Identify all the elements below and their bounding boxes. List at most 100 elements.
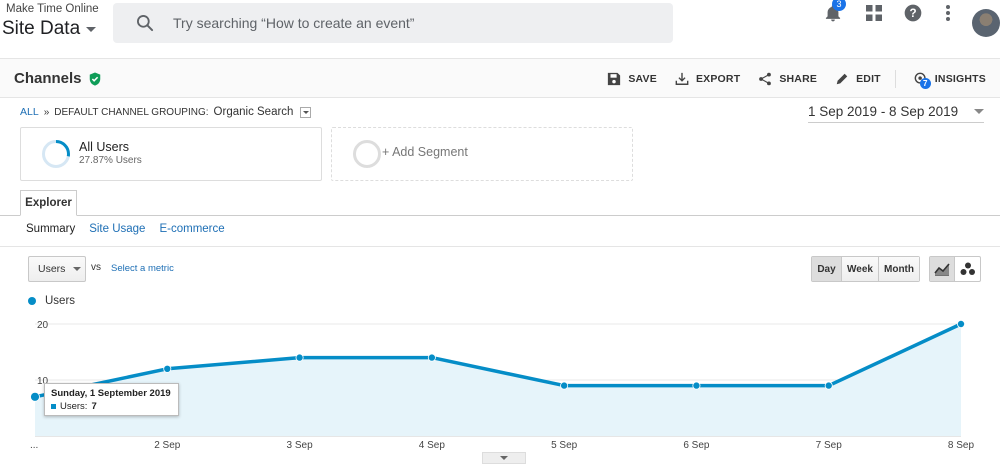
report-header: Channels SAVE EXPORT SHARE EDIT 7 INSIGH… — [0, 58, 1000, 98]
verified-shield-icon — [89, 71, 100, 86]
subtab-divider — [0, 246, 1000, 247]
search-box[interactable] — [113, 3, 673, 43]
svg-text:?: ? — [909, 7, 916, 20]
share-icon — [759, 72, 772, 86]
data-point — [163, 364, 172, 373]
data-point — [560, 381, 569, 390]
subtab-summary[interactable]: Summary — [26, 223, 76, 235]
property-selector[interactable]: Site Data — [2, 18, 97, 40]
x-tick-label: 8 Sep — [948, 440, 975, 451]
chart-resize-handle[interactable] — [482, 452, 526, 464]
avatar[interactable] — [972, 9, 1000, 37]
breadcrumb-separator: » — [43, 106, 50, 118]
help-icon: ? — [904, 4, 922, 22]
apps-button[interactable] — [861, 0, 887, 26]
breadcrumb-all-link[interactable]: ALL — [20, 106, 39, 118]
save-icon — [608, 72, 621, 86]
chart-type-toggle — [929, 256, 981, 282]
select-metric-link[interactable]: Select a metric — [111, 263, 174, 274]
x-tick-label: 6 Sep — [683, 440, 710, 451]
apps-grid-icon — [866, 5, 882, 21]
period-toggle: Day Week Month — [811, 256, 920, 282]
action-divider — [894, 70, 896, 88]
notifications-button[interactable]: 3 — [820, 0, 846, 26]
y-tick-label: 10 — [37, 376, 49, 387]
report-title: Channels — [14, 70, 102, 87]
tab-strip-line — [0, 215, 1000, 216]
add-segment-button[interactable]: + Add Segment — [331, 127, 633, 181]
vs-label: vs — [91, 262, 101, 273]
motion-chart-icon — [960, 262, 975, 275]
data-point — [957, 319, 966, 328]
data-point — [427, 353, 436, 362]
breadcrumb: ALL » DEFAULT CHANNEL GROUPING: Organic … — [20, 106, 312, 118]
x-tick-label: 4 Sep — [419, 440, 446, 451]
data-point — [824, 381, 833, 390]
data-point — [295, 353, 304, 362]
legend-series-name: Users — [45, 295, 76, 307]
line-chart-button[interactable] — [930, 257, 956, 281]
more-options-button[interactable] — [935, 0, 961, 26]
add-segment-label: + Add Segment — [382, 145, 468, 159]
help-button[interactable]: ? — [900, 0, 926, 26]
more-vert-icon — [946, 5, 950, 21]
search-icon — [137, 15, 154, 32]
segment-all-users[interactable]: All Users 27.87% Users — [20, 127, 322, 181]
legend-dot — [28, 297, 36, 305]
series-line — [34, 322, 962, 399]
chevron-down-icon — [73, 267, 82, 271]
tooltip-metric: Users: — [60, 401, 88, 412]
top-bar: Make Time Online Site Data 3 ? — [0, 0, 1000, 48]
x-tick-label: 3 Sep — [287, 440, 314, 451]
series-area — [35, 324, 961, 436]
line-chart-icon — [934, 263, 950, 276]
x-tick-label: 5 Sep — [551, 440, 578, 451]
segment-ring-icon — [42, 140, 70, 168]
grouping-dropdown[interactable] — [300, 106, 312, 118]
chart-legend: Users — [28, 295, 75, 307]
share-button[interactable]: SHARE — [758, 72, 817, 86]
segment-detail: 27.87% Users — [79, 155, 142, 166]
data-point — [692, 381, 701, 390]
property-name: Site Data — [2, 18, 81, 39]
page-title: Channels — [14, 70, 82, 87]
insights-button[interactable]: 7 INSIGHTS — [914, 72, 986, 89]
data-point — [30, 391, 40, 402]
period-month-button[interactable]: Month — [879, 257, 919, 281]
sub-tabs: Summary Site Usage E-commerce — [26, 223, 225, 235]
tooltip-date: Sunday, 1 September 2019 — [51, 388, 171, 399]
chart-tooltip: Sunday, 1 September 2019 Users: 7 — [44, 383, 179, 416]
subtab-ecommerce[interactable]: E-commerce — [159, 223, 225, 235]
breadcrumb-grouping-label: DEFAULT CHANNEL GROUPING: — [54, 106, 209, 118]
tab-explorer[interactable]: Explorer — [20, 190, 77, 216]
tooltip-series-swatch — [51, 404, 56, 409]
x-tick-label: ... — [30, 440, 38, 451]
export-button[interactable]: EXPORT — [675, 72, 740, 86]
subtab-site-usage[interactable]: Site Usage — [89, 223, 146, 235]
tooltip-value: 7 — [91, 401, 97, 412]
chevron-down-icon — [500, 456, 508, 460]
x-tick-label: 2 Sep — [154, 440, 181, 451]
search-input[interactable] — [173, 15, 633, 31]
chevron-down-icon — [86, 26, 97, 32]
period-day-button[interactable]: Day — [812, 257, 842, 281]
motion-chart-button[interactable] — [955, 257, 980, 281]
chevron-down-icon — [302, 110, 309, 114]
segment-name: All Users — [79, 140, 130, 154]
report-actions: SAVE EXPORT SHARE EDIT 7 INSIGHTS — [589, 70, 986, 89]
notification-badge: 3 — [832, 0, 846, 11]
period-week-button[interactable]: Week — [842, 257, 879, 281]
x-tick-label: 7 Sep — [816, 440, 843, 451]
export-icon — [675, 72, 689, 85]
date-range-picker[interactable]: 1 Sep 2019 - 8 Sep 2019 — [808, 104, 984, 123]
edit-button[interactable]: EDIT — [835, 72, 881, 86]
account-name[interactable]: Make Time Online — [6, 3, 99, 15]
date-range-value: 1 Sep 2019 - 8 Sep 2019 — [808, 104, 959, 119]
edit-icon — [836, 73, 848, 85]
save-button[interactable]: SAVE — [607, 72, 657, 86]
metric-select[interactable]: Users — [28, 256, 86, 282]
y-tick-label: 20 — [37, 320, 49, 331]
users-line-chart: 10 20... 2 Sep 3 Sep 4 Sep 5 Sep 6 Sep 7 Sep 8 S… — [30, 319, 975, 451]
empty-segment-ring-icon — [353, 140, 381, 168]
insights-badge: 7 — [919, 78, 931, 89]
